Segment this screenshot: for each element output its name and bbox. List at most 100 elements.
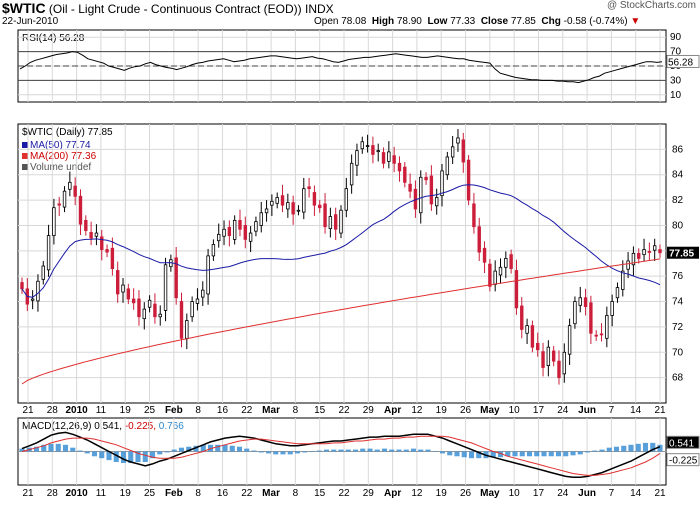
candle-body xyxy=(100,236,104,250)
x-tick-label: 28 xyxy=(47,488,59,499)
macd-histogram-bar xyxy=(374,449,380,452)
candle-body xyxy=(504,258,508,268)
candle-body xyxy=(243,225,247,240)
candle-body xyxy=(153,303,157,318)
candle-body xyxy=(376,150,380,153)
macd-histogram-bar xyxy=(265,451,272,454)
x-tick-label: 21 xyxy=(22,405,34,416)
macd-legend-hist: 0.766 xyxy=(158,421,184,432)
candle-body xyxy=(610,301,614,316)
macd-histogram-bar xyxy=(55,443,61,452)
macd-histogram-bar xyxy=(120,451,127,463)
candle-body xyxy=(20,282,24,290)
price-y-tick-label: 82 xyxy=(672,195,684,206)
macd-histogram-bar xyxy=(418,449,424,452)
macd-histogram-bar xyxy=(171,449,177,452)
x-tick-label: 17 xyxy=(533,488,545,499)
price-panel-frame xyxy=(17,123,667,404)
x-tick-label: 29 xyxy=(363,488,375,499)
macd-histogram-bar xyxy=(389,449,395,452)
x-tick-label: 16 xyxy=(217,488,229,499)
macd-histogram-bar xyxy=(447,451,453,456)
rsi-value-badge-text: 56.28 xyxy=(668,57,693,68)
macd-histogram-bar xyxy=(251,450,257,452)
x-tick-label: 7 xyxy=(609,405,615,416)
macd-histogram-bar xyxy=(505,451,511,457)
candle-body xyxy=(445,156,450,176)
macd-histogram-bar xyxy=(497,451,504,458)
macd-legend: MACD(12,26,9) 0.541, -0.225, 0.766 xyxy=(22,421,184,432)
candle-body xyxy=(227,226,232,236)
ma50-legend-label: MA(50) 77.74 xyxy=(30,140,91,151)
macd-histogram-bar xyxy=(222,444,228,452)
candle-body xyxy=(434,197,439,207)
rsi-line xyxy=(19,51,663,84)
x-tick-label: 21 xyxy=(22,488,34,499)
macd-histogram-bar xyxy=(316,450,322,452)
macd-histogram-bar xyxy=(323,449,330,452)
candle-body xyxy=(461,139,465,163)
x-tick-label: 11 xyxy=(96,405,107,416)
candle-body xyxy=(312,192,317,206)
x-tick-label: Jun xyxy=(578,488,596,499)
candle-body xyxy=(371,145,375,155)
x-tick-label: 22 xyxy=(338,488,350,499)
ma50-swatch xyxy=(22,142,28,148)
x-tick-label: 11 xyxy=(96,488,107,499)
candle-body xyxy=(493,270,497,285)
candle-body xyxy=(174,257,178,299)
candle-body xyxy=(637,252,641,259)
macd-histogram-bar xyxy=(621,445,627,452)
copyright: @ StockCharts.com xyxy=(606,0,696,11)
chart-date: 22-Jun-2010 xyxy=(2,16,59,27)
x-tick-label: 8 xyxy=(195,405,201,416)
candle-body xyxy=(546,346,551,366)
macd-signal-line xyxy=(21,435,661,476)
macd-histogram-bar xyxy=(135,451,141,463)
x-tick-label: 17 xyxy=(533,405,545,416)
macd-histogram-bar xyxy=(273,451,279,455)
price-y-tick-label: 74 xyxy=(672,297,684,308)
candle-body xyxy=(238,219,242,230)
candle-body xyxy=(201,289,205,298)
x-tick-label: Jun xyxy=(578,405,596,416)
candle-body xyxy=(206,255,210,295)
macd-histogram-bar xyxy=(178,447,185,452)
macd-histogram-bar xyxy=(476,451,482,459)
price-y-tick-label: 86 xyxy=(672,144,684,155)
macd-histogram-bar xyxy=(294,451,301,454)
candle-body xyxy=(142,308,146,320)
exchange: INDX xyxy=(305,2,334,16)
candle-body xyxy=(121,284,125,293)
price-legend-title: $WTIC (Daily) 77.85 xyxy=(22,127,113,138)
candle-body xyxy=(126,288,131,300)
macd-legend-macd: 0.541, xyxy=(94,421,123,432)
candle-body xyxy=(333,214,338,230)
x-tick-label: 8 xyxy=(195,488,201,499)
macd-histogram-bar xyxy=(425,449,431,452)
macd-histogram-bar xyxy=(606,447,612,452)
macd-histogram-bar xyxy=(62,444,69,452)
x-tick-label: 26 xyxy=(460,488,472,499)
open-label: Open xyxy=(314,16,339,27)
x-tick-label: 25 xyxy=(144,488,156,499)
high-value: 78.90 xyxy=(396,16,422,27)
candle-body xyxy=(110,247,115,269)
macd-histogram-bar xyxy=(599,449,605,452)
candle-body xyxy=(179,301,184,339)
macd-histogram-bar xyxy=(584,451,591,453)
macd-histogram-bar xyxy=(432,451,438,452)
low-value: 77.33 xyxy=(450,16,476,27)
macd-histogram-bar xyxy=(439,451,446,454)
candle-body xyxy=(73,185,77,197)
candle-body xyxy=(217,233,221,242)
candle-body xyxy=(105,249,109,253)
candle-body xyxy=(387,151,391,162)
candle-body xyxy=(355,150,359,166)
candle-body xyxy=(594,334,598,337)
x-tick-label: 12 xyxy=(411,488,423,499)
candle-body xyxy=(472,203,476,228)
macd-histogram-bar xyxy=(512,451,518,457)
macd-histogram-bar xyxy=(229,445,235,452)
